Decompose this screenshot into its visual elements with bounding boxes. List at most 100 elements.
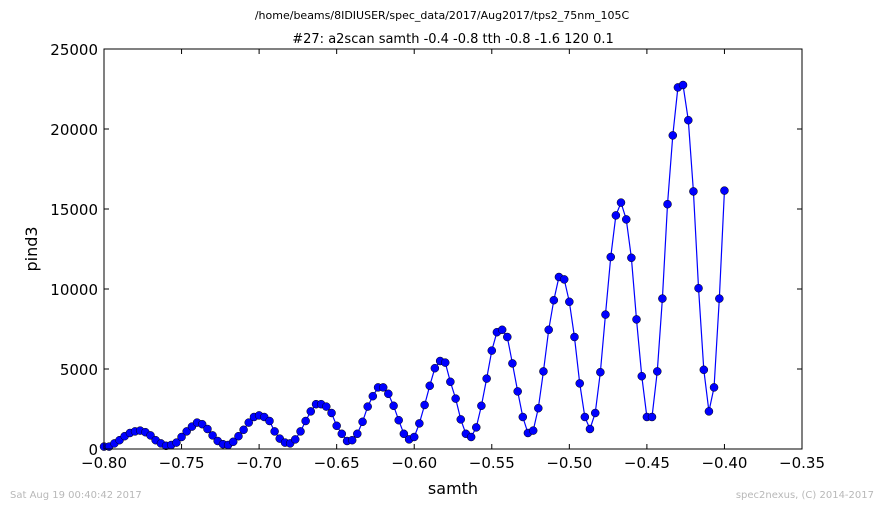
- data-point: [611, 211, 621, 220]
- data-point: [622, 215, 631, 224]
- data-point: [234, 431, 243, 441]
- data-point: [663, 199, 672, 209]
- data-point: [368, 391, 378, 401]
- data-point: [606, 252, 615, 262]
- x-tick-label: −0.65: [314, 454, 360, 472]
- footer-credit: spec2nexus, (C) 2014-2017: [735, 490, 874, 501]
- y-axis-label: pind3: [22, 226, 41, 271]
- data-point: [689, 187, 698, 196]
- data-point: [668, 131, 678, 140]
- x-tick-label: −0.50: [546, 454, 592, 472]
- data-point: [544, 325, 553, 335]
- data-point: [699, 365, 709, 375]
- y-tick-label: 10000: [50, 281, 98, 299]
- data-point: [565, 297, 574, 307]
- data-point: [658, 294, 667, 303]
- data-point: [322, 402, 331, 411]
- data-point: [684, 115, 693, 125]
- x-tick-label: −0.75: [159, 454, 205, 472]
- data-point: [653, 367, 662, 376]
- data-point: [337, 429, 347, 439]
- data-point: [203, 424, 212, 434]
- data-point: [559, 275, 569, 284]
- data-point: [590, 408, 600, 418]
- data-point: [456, 415, 466, 424]
- data-point: [389, 401, 398, 411]
- data-point: [394, 415, 403, 425]
- data-point: [585, 424, 595, 434]
- data-point: [477, 401, 486, 411]
- footer-timestamp: Sat Aug 19 00:40:42 2017: [10, 490, 142, 501]
- data-point: [301, 416, 310, 426]
- data-point: [694, 283, 703, 293]
- data-point: [497, 325, 507, 335]
- data-point: [208, 431, 217, 440]
- x-tick-label: −0.40: [701, 454, 747, 472]
- data-point: [472, 423, 481, 432]
- x-axis-label: samth: [428, 479, 478, 498]
- data-point: [720, 186, 729, 195]
- data-point: [627, 253, 636, 263]
- data-point: [580, 412, 590, 422]
- data-point: [239, 425, 248, 435]
- data-point: [440, 358, 450, 367]
- data-point: [306, 407, 316, 416]
- data-point: [197, 419, 207, 429]
- data-point: [709, 383, 719, 392]
- data-point: [265, 416, 274, 426]
- data-point: [270, 427, 279, 436]
- data-point: [296, 427, 305, 436]
- data-point: [528, 426, 538, 435]
- data-point: [715, 294, 724, 303]
- data-point: [347, 435, 357, 445]
- data-point: [487, 346, 497, 355]
- axes: −0.80 −0.75 −0.70 −0.65 −0.60 −0.55 −0.50 −0.45…: [50, 41, 825, 472]
- data-point: [596, 367, 605, 377]
- y-tick-label: 20000: [50, 121, 98, 139]
- data-point: [172, 438, 181, 447]
- x-tick-label: −0.55: [469, 454, 515, 472]
- data-point: [244, 418, 253, 427]
- data-point: [228, 437, 238, 447]
- data-point: [358, 417, 367, 427]
- data-point: [430, 363, 440, 373]
- data-point: [678, 80, 688, 90]
- y-tick-label: 5000: [60, 361, 98, 379]
- data-point: [420, 400, 429, 410]
- data-point: [637, 371, 647, 381]
- x-tick-label: −0.35: [779, 454, 825, 472]
- data-point: [575, 379, 584, 388]
- data-point: [446, 377, 455, 387]
- data-point: [508, 359, 517, 368]
- x-tick-label: −0.45: [624, 454, 670, 472]
- data-point: [425, 381, 434, 391]
- y-tick-label: 15000: [50, 201, 98, 219]
- chart-path-title: /home/beams/8IDIUSER/spec_data/2017/Aug2…: [255, 9, 630, 22]
- data-point: [363, 402, 372, 411]
- data-point: [399, 429, 409, 439]
- x-tick-label: −0.80: [81, 454, 127, 472]
- data-point: [704, 407, 714, 416]
- data-point: [466, 432, 476, 442]
- data-point: [513, 387, 522, 396]
- x-tick-label: −0.60: [391, 454, 437, 472]
- data-point: [647, 412, 657, 422]
- data-point: [415, 419, 424, 428]
- data-point: [409, 432, 419, 442]
- data-point: [332, 421, 341, 431]
- data-point: [616, 198, 626, 207]
- plot-frame: [103, 48, 803, 450]
- plot-layer: [99, 80, 729, 451]
- chart-title: #27: a2scan samth -0.4 -0.8 tth -0.8 -1.…: [292, 32, 614, 47]
- data-point: [451, 394, 460, 403]
- y-tick-label: 0: [88, 441, 98, 459]
- data-point: [177, 432, 186, 442]
- data-point: [353, 429, 362, 439]
- data-point: [503, 332, 512, 342]
- data-point: [570, 332, 579, 342]
- data-point: [378, 383, 388, 392]
- data-point: [384, 389, 393, 399]
- data-point: [632, 315, 641, 324]
- data-point: [601, 310, 610, 319]
